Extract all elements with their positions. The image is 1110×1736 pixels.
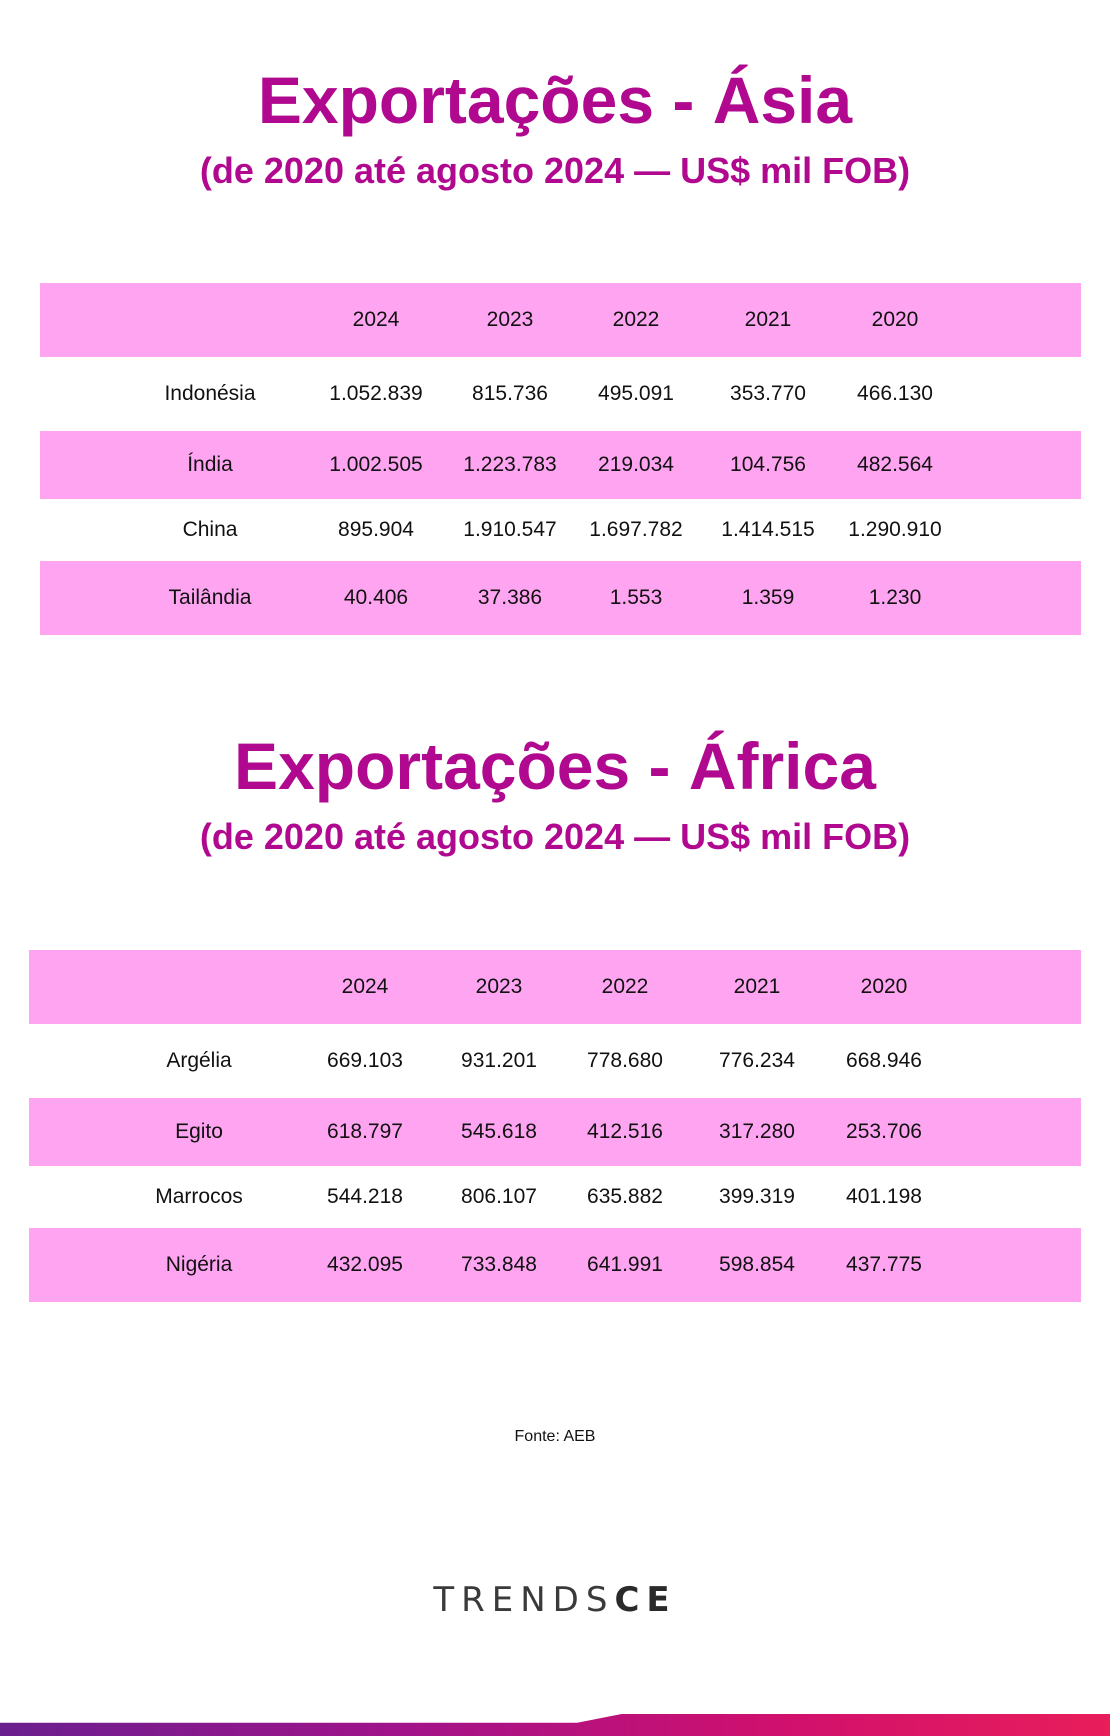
asia-table-header: 2024 2023 2022 2021 2020 [40, 283, 1081, 357]
value-cell: 776.234 [719, 1049, 795, 1072]
table-row: Egito 618.797 545.618 412.516 317.280 253.706 [29, 1098, 1081, 1166]
value-cell: 437.775 [846, 1253, 922, 1276]
country-label: Marrocos [155, 1185, 243, 1208]
country-label: Nigéria [165, 1253, 233, 1276]
country-label: Índia [187, 453, 233, 476]
column-header-2020: 2020 [860, 975, 908, 998]
table-row: Marrocos 544.218 806.107 635.882 399.319 401.… [29, 1166, 1081, 1228]
value-cell: 598.854 [719, 1253, 795, 1276]
value-cell: 432.095 [327, 1253, 403, 1276]
value-cell: 401.198 [846, 1185, 922, 1208]
value-cell: 253.706 [846, 1120, 922, 1143]
logo-text-bold: CE [614, 1580, 677, 1620]
value-cell: 466.130 [857, 382, 933, 405]
africa-table-header: 2024 2023 2022 2021 2020 [29, 950, 1081, 1024]
africa-table: 2024 2023 2022 2021 2020 Argélia 669.103 931.20… [29, 950, 1081, 1302]
value-cell: 895.904 [338, 518, 414, 541]
asia-subtitle: (de 2020 até agosto 2024 — US$ mil FOB) [199, 150, 911, 191]
column-header-2021: 2021 [733, 975, 781, 998]
column-header-2024: 2024 [341, 975, 389, 998]
value-cell: 1.414.515 [721, 518, 815, 541]
africa-title: Exportações - África [234, 729, 876, 803]
trendsce-logo: TRENDSCE [0, 1580, 1110, 1620]
value-cell: 40.406 [343, 586, 409, 609]
value-cell: 544.218 [327, 1185, 403, 1208]
country-label: Argélia [166, 1049, 232, 1072]
column-header-2023: 2023 [475, 975, 523, 998]
value-cell: 1.290.910 [848, 518, 942, 541]
column-header-2022: 2022 [612, 308, 660, 331]
value-cell: 806.107 [461, 1185, 537, 1208]
value-cell: 1.553 [609, 586, 663, 609]
value-cell: 1.052.839 [329, 382, 423, 405]
table-row: Argélia 669.103 931.201 778.680 776.234 668.9… [29, 1024, 1081, 1098]
source-note: Fonte: AEB [514, 1428, 596, 1445]
value-cell: 317.280 [719, 1120, 795, 1143]
column-header-2023: 2023 [486, 308, 534, 331]
column-header-2020: 2020 [871, 308, 919, 331]
value-cell: 545.618 [461, 1120, 537, 1143]
value-cell: 668.946 [846, 1049, 922, 1072]
country-label: Egito [175, 1120, 223, 1143]
value-cell: 1.697.782 [589, 518, 683, 541]
value-cell: 219.034 [598, 453, 674, 476]
value-cell: 1.230 [868, 586, 922, 609]
value-cell: 353.770 [730, 382, 806, 405]
africa-subtitle: (de 2020 até agosto 2024 — US$ mil FOB) [199, 816, 911, 857]
value-cell: 1.359 [741, 586, 795, 609]
asia-table: 2024 2023 2022 2021 2020 Indonésia 1.052.839 81… [40, 283, 1081, 635]
column-header-2021: 2021 [744, 308, 792, 331]
asia-title: Exportações - Ásia [257, 63, 853, 137]
country-label: Indonésia [164, 382, 256, 405]
table-row: Nigéria 432.095 733.848 641.991 598.854 437.7… [29, 1228, 1081, 1302]
table-row: China 895.904 1.910.547 1.697.782 1.414.515 1… [40, 499, 1081, 561]
value-cell: 641.991 [587, 1253, 663, 1276]
value-cell: 399.319 [719, 1185, 795, 1208]
country-label: China [182, 518, 238, 541]
logo-text-light: TRENDS [433, 1580, 615, 1620]
value-cell: 618.797 [327, 1120, 403, 1143]
value-cell: 635.882 [587, 1185, 663, 1208]
value-cell: 37.386 [477, 586, 543, 609]
value-cell: 669.103 [327, 1049, 403, 1072]
value-cell: 104.756 [730, 453, 806, 476]
value-cell: 1.910.547 [463, 518, 557, 541]
value-cell: 778.680 [587, 1049, 663, 1072]
table-row: Índia 1.002.505 1.223.783 219.034 104.756 482… [40, 431, 1081, 499]
value-cell: 1.002.505 [329, 453, 423, 476]
value-cell: 482.564 [857, 453, 933, 476]
value-cell: 1.223.783 [463, 453, 557, 476]
value-cell: 733.848 [461, 1253, 537, 1276]
table-row: Tailândia 40.406 37.386 1.553 1.359 1.230 [40, 561, 1081, 635]
value-cell: 495.091 [598, 382, 674, 405]
value-cell: 931.201 [461, 1049, 537, 1072]
value-cell: 412.516 [587, 1120, 663, 1143]
country-label: Tailândia [168, 586, 252, 609]
column-header-2022: 2022 [601, 975, 649, 998]
column-header-2024: 2024 [352, 308, 400, 331]
value-cell: 815.736 [472, 382, 548, 405]
bottom-gradient-bar [0, 1714, 1110, 1736]
table-row: Indonésia 1.052.839 815.736 495.091 353.770 4… [40, 357, 1081, 431]
